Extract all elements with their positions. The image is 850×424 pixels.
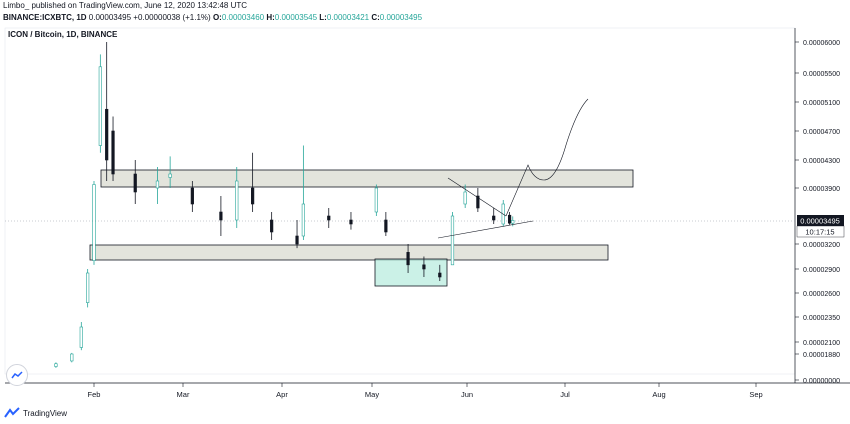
price-tick-label: 0.00001880 bbox=[803, 352, 840, 359]
candle-body[interactable] bbox=[98, 66, 102, 146]
candle-body[interactable] bbox=[450, 215, 455, 266]
footer-brand[interactable]: TradingView bbox=[23, 408, 68, 418]
chart-header: Limbo_ published on TradingView.com, Jun… bbox=[0, 0, 850, 26]
price-tick-label: 0.00003200 bbox=[803, 242, 840, 249]
candle-body[interactable] bbox=[511, 220, 515, 224]
candle-body[interactable] bbox=[492, 215, 496, 221]
candle-body[interactable] bbox=[79, 326, 83, 348]
candle-body[interactable] bbox=[133, 173, 137, 193]
time-tick-label: Jul bbox=[560, 390, 570, 399]
candle-body[interactable] bbox=[235, 180, 239, 221]
low-label: L: bbox=[319, 13, 327, 22]
triangle-upper-line[interactable] bbox=[447, 177, 507, 217]
time-tick-label: Jun bbox=[461, 390, 473, 399]
close-value: 0.00003495 bbox=[379, 13, 423, 22]
price-tick-label: 0.00000000 bbox=[803, 378, 840, 385]
accumulation-box[interactable] bbox=[374, 258, 448, 287]
candle-body[interactable] bbox=[327, 215, 331, 221]
high-label: H: bbox=[266, 13, 275, 22]
support-zone[interactable] bbox=[89, 244, 609, 261]
candle-body[interactable] bbox=[374, 187, 378, 213]
publish-line: Limbo_ published on TradingView.com, Jun… bbox=[3, 0, 850, 12]
last-price-tag bbox=[797, 215, 844, 226]
tradingview-logo-icon bbox=[4, 407, 20, 418]
price-tick-label: 0.00002900 bbox=[803, 267, 840, 274]
price-tick-label: 0.00006000 bbox=[803, 40, 840, 47]
high-value: 0.00003545 bbox=[274, 13, 318, 22]
price-tick-label: 0.00004300 bbox=[803, 158, 840, 165]
candle-body[interactable] bbox=[507, 214, 512, 224]
candle-group bbox=[54, 42, 515, 368]
candle-body[interactable] bbox=[70, 353, 74, 362]
candle-body[interactable] bbox=[111, 130, 115, 175]
resistance-zone[interactable] bbox=[100, 169, 634, 188]
publish-info: Limbo_ published on TradingView.com, Jun… bbox=[3, 1, 248, 10]
symbol-ticker[interactable]: BINANCE:ICXBTC, 1D bbox=[3, 13, 87, 22]
candle-body[interactable] bbox=[155, 180, 160, 189]
time-axis: Feb Mar Apr May Jun Jul Aug Sep bbox=[88, 383, 763, 399]
price-tick-label: 0.00004700 bbox=[803, 129, 840, 136]
candle-body[interactable] bbox=[270, 219, 274, 233]
countdown-tag-text: 10:17:15 bbox=[805, 228, 834, 237]
price-tick-label: 0.00002100 bbox=[803, 340, 840, 347]
low-value: 0.00003421 bbox=[326, 13, 370, 22]
time-tick-label: Apr bbox=[276, 390, 288, 399]
candle-body[interactable] bbox=[168, 173, 172, 178]
time-tick-label: Sep bbox=[749, 390, 762, 399]
pane-title: ICON / Bitcoin, 1D, BINANCE bbox=[8, 30, 118, 39]
price-tick-label: 0.00005100 bbox=[803, 100, 840, 107]
open-label: O: bbox=[212, 13, 222, 22]
candle-body[interactable] bbox=[301, 203, 305, 237]
price-axis: 0.00006000 0.00005500 0.00005100 0.00004700… bbox=[795, 40, 840, 385]
candle-body[interactable] bbox=[463, 191, 467, 205]
time-tick-label: Mar bbox=[177, 390, 190, 399]
countdown-tag bbox=[796, 225, 845, 238]
candle-body[interactable] bbox=[384, 219, 388, 233]
candle-body[interactable] bbox=[295, 235, 299, 245]
candle-body[interactable] bbox=[54, 363, 58, 367]
symbol-line: BINANCE:ICXBTC, 1D 0.00003495 +0.0000003… bbox=[3, 12, 850, 24]
tv-wave-icon bbox=[11, 371, 23, 379]
footer: TradingView bbox=[4, 407, 67, 419]
candle-body[interactable] bbox=[476, 195, 480, 209]
candle-body[interactable] bbox=[251, 187, 255, 205]
candle-body[interactable] bbox=[105, 108, 109, 161]
candle-body[interactable] bbox=[92, 184, 96, 261]
candle-body[interactable] bbox=[219, 211, 223, 221]
candle-body[interactable] bbox=[86, 272, 90, 303]
price-tick-label: 0.00005500 bbox=[803, 71, 840, 78]
candle-body[interactable] bbox=[438, 272, 442, 278]
candle-body[interactable] bbox=[190, 187, 194, 205]
plot-area bbox=[4, 27, 796, 375]
candle-body[interactable] bbox=[406, 252, 410, 266]
open-value: 0.00003460 bbox=[221, 13, 265, 22]
close-label: C: bbox=[371, 13, 380, 22]
scroll-to-latest-button[interactable] bbox=[6, 364, 28, 386]
price-change: +0.00000038 (+1.1%) bbox=[133, 13, 211, 22]
time-tick-label: Feb bbox=[88, 390, 101, 399]
candle-body[interactable] bbox=[349, 219, 353, 225]
time-tick-label: Aug bbox=[652, 390, 665, 399]
last-price-tag-text: 0.00003495 bbox=[800, 217, 840, 226]
time-tick-label: May bbox=[365, 390, 379, 399]
candle-body[interactable] bbox=[422, 264, 426, 270]
price-tick-label: 0.00002600 bbox=[803, 291, 840, 298]
triangle-lower-line[interactable] bbox=[437, 220, 534, 239]
price-tick-label: 0.00003900 bbox=[803, 186, 840, 193]
price-tick-label: 0.00002350 bbox=[803, 315, 840, 322]
projected-path[interactable] bbox=[505, 98, 589, 217]
last-price: 0.00003495 bbox=[88, 13, 132, 22]
